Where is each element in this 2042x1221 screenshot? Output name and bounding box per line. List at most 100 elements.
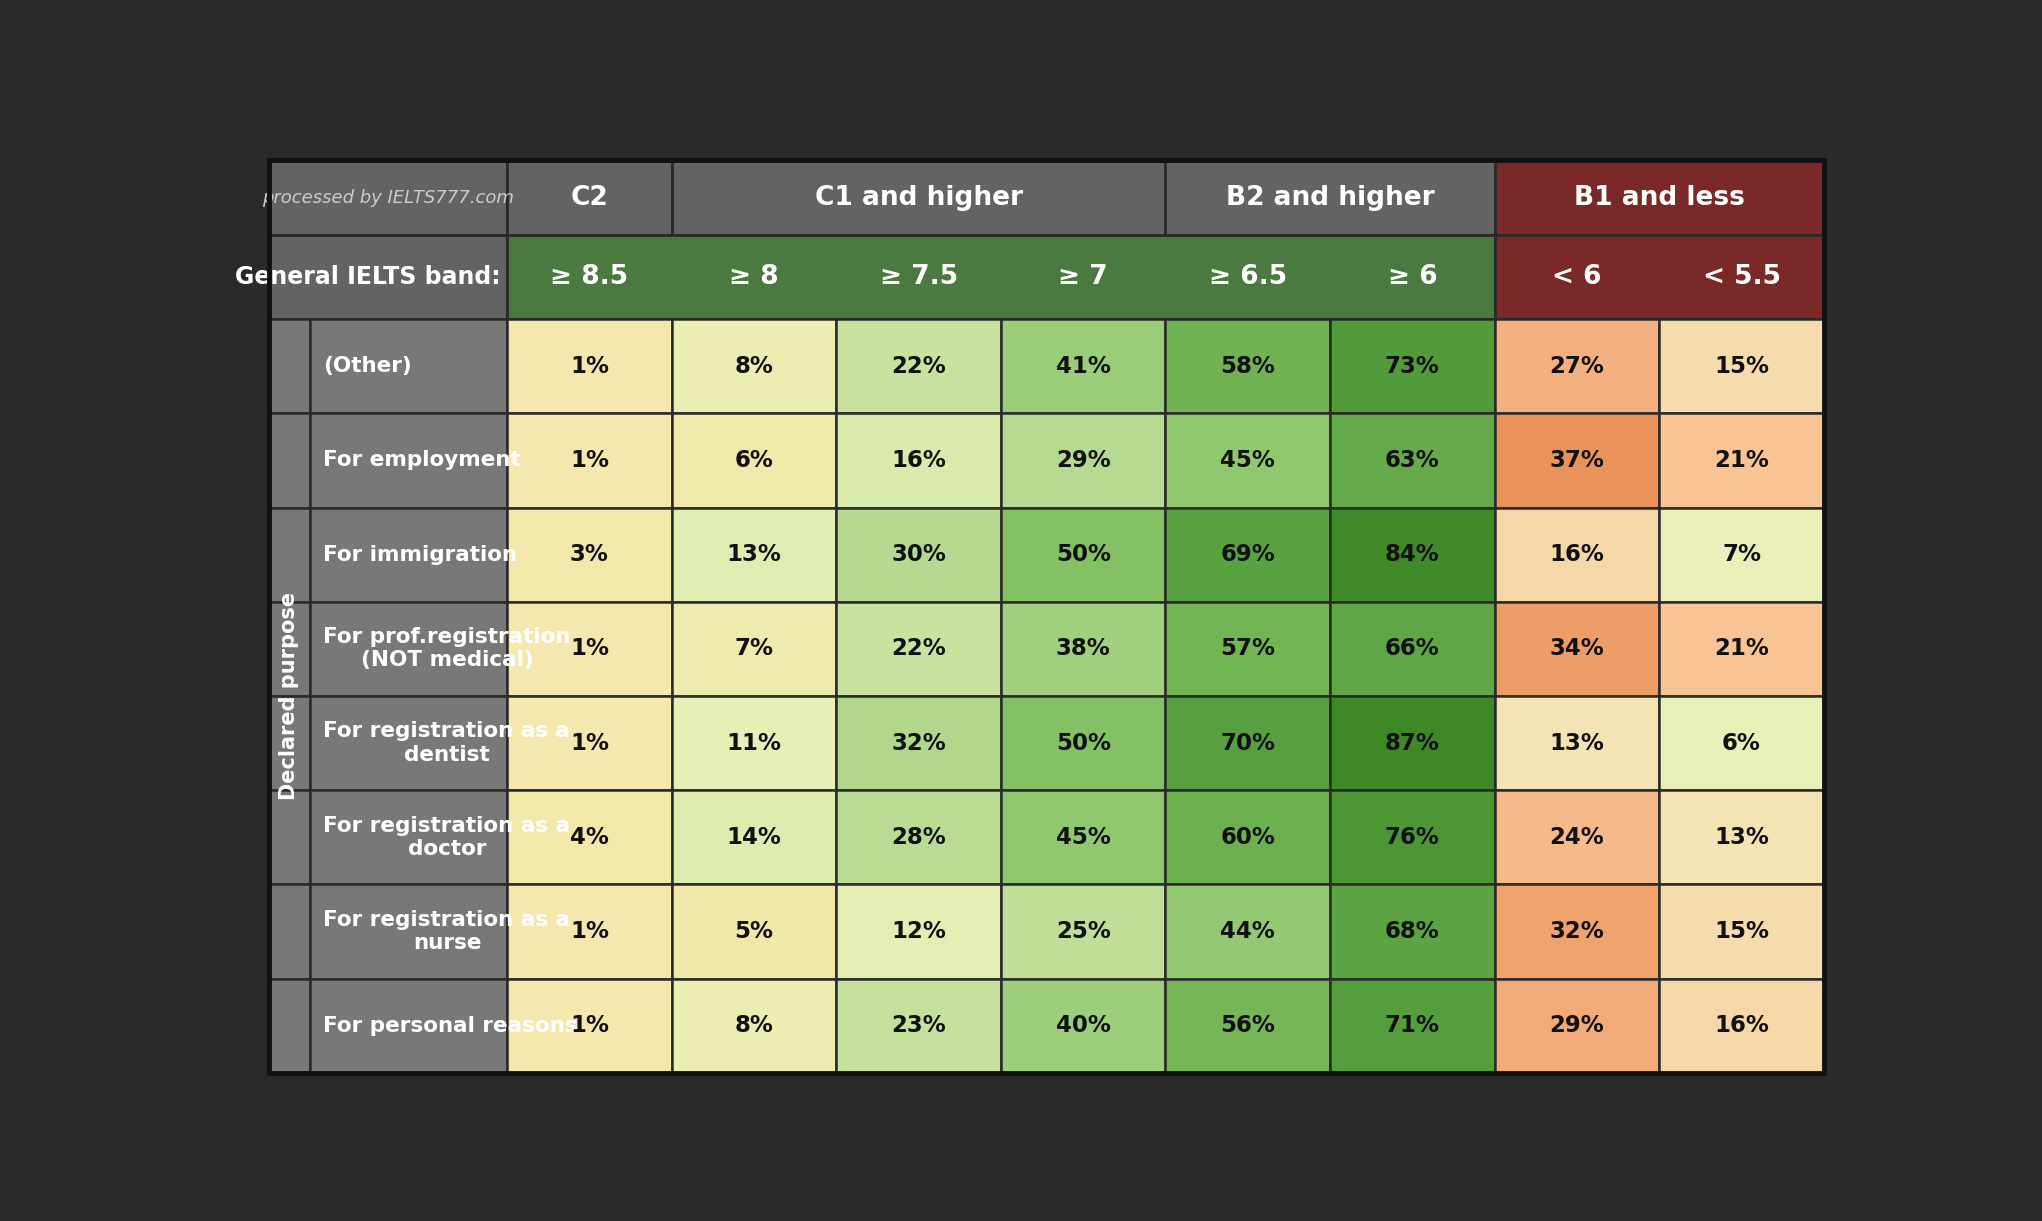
Bar (1001, 790, 1166, 884)
Text: 84%: 84% (1384, 543, 1440, 567)
Bar (310, 414, 506, 508)
Bar (270, 236, 506, 319)
Bar (1660, 790, 1824, 884)
Bar (837, 319, 1001, 414)
Text: 6%: 6% (1721, 731, 1760, 755)
Bar (837, 414, 1001, 508)
Bar (506, 884, 672, 978)
Bar (270, 160, 506, 236)
Text: 57%: 57% (1221, 637, 1276, 661)
Bar (270, 602, 310, 696)
Bar (837, 508, 1001, 602)
Text: 21%: 21% (1713, 637, 1768, 661)
Text: 1%: 1% (570, 637, 609, 661)
Bar (1001, 414, 1166, 508)
Text: < 6: < 6 (1552, 264, 1601, 291)
Text: 13%: 13% (727, 543, 782, 567)
Bar (506, 602, 672, 696)
Text: 38%: 38% (1056, 637, 1111, 661)
Text: General IELTS band:: General IELTS band: (235, 265, 500, 289)
Text: 56%: 56% (1221, 1015, 1274, 1037)
Text: 16%: 16% (1713, 1015, 1768, 1037)
Text: Declared purpose: Declared purpose (280, 592, 300, 800)
Bar (310, 319, 506, 414)
Bar (1329, 884, 1495, 978)
Text: 50%: 50% (1056, 731, 1111, 755)
Bar (837, 696, 1001, 790)
Bar (1660, 696, 1824, 790)
Bar (270, 884, 310, 978)
Text: 63%: 63% (1384, 449, 1440, 473)
Bar (1660, 602, 1824, 696)
Bar (1329, 602, 1495, 696)
Text: 44%: 44% (1221, 919, 1274, 943)
Bar (1001, 884, 1166, 978)
Text: 32%: 32% (890, 731, 945, 755)
Bar (310, 790, 506, 884)
Text: 58%: 58% (1221, 355, 1274, 377)
Bar (310, 884, 506, 978)
Bar (1166, 602, 1329, 696)
Bar (1660, 414, 1824, 508)
Text: 1%: 1% (570, 731, 609, 755)
Text: For registration as a
dentist: For registration as a dentist (323, 722, 570, 764)
Bar (672, 414, 837, 508)
Bar (837, 790, 1001, 884)
Bar (1001, 319, 1166, 414)
Text: 4%: 4% (570, 825, 609, 849)
Text: 87%: 87% (1384, 731, 1440, 755)
Text: 40%: 40% (1056, 1015, 1111, 1037)
Text: 27%: 27% (1550, 355, 1605, 377)
Text: For registration as a
doctor: For registration as a doctor (323, 816, 570, 858)
Bar (1329, 790, 1495, 884)
Bar (1166, 696, 1329, 790)
Text: 14%: 14% (727, 825, 782, 849)
Bar (506, 790, 672, 884)
Text: 34%: 34% (1550, 637, 1605, 661)
Text: < 5.5: < 5.5 (1703, 264, 1781, 291)
Bar (1495, 884, 1660, 978)
Text: 22%: 22% (890, 355, 945, 377)
Bar (310, 978, 506, 1073)
Text: B1 and less: B1 and less (1574, 184, 1744, 211)
Text: For personal reasons: For personal reasons (323, 1016, 578, 1035)
Bar (1329, 319, 1495, 414)
Text: ≥ 8.5: ≥ 8.5 (551, 264, 629, 291)
Bar (1166, 978, 1329, 1073)
Text: 21%: 21% (1713, 449, 1768, 473)
Text: 12%: 12% (890, 919, 945, 943)
Bar (837, 978, 1001, 1073)
Bar (270, 414, 310, 508)
Bar (506, 696, 672, 790)
Bar (1329, 696, 1495, 790)
Bar (1001, 978, 1166, 1073)
Bar (672, 696, 837, 790)
Bar (1329, 978, 1495, 1073)
Text: 13%: 13% (1713, 825, 1768, 849)
Text: 1%: 1% (570, 919, 609, 943)
Bar (506, 414, 672, 508)
Text: 29%: 29% (1550, 1015, 1605, 1037)
Bar (1166, 508, 1329, 602)
Bar (310, 696, 506, 790)
Bar (1495, 696, 1660, 790)
Text: ≥ 7: ≥ 7 (1058, 264, 1109, 291)
Bar (837, 884, 1001, 978)
Bar (506, 319, 672, 414)
Text: For registration as a
nurse: For registration as a nurse (323, 910, 570, 954)
Bar (1660, 978, 1824, 1073)
Bar (310, 508, 506, 602)
Bar (1166, 414, 1329, 508)
Text: 6%: 6% (735, 449, 774, 473)
Text: ≥ 7.5: ≥ 7.5 (880, 264, 958, 291)
Bar (1495, 319, 1660, 414)
Text: 30%: 30% (890, 543, 945, 567)
Text: B2 and higher: B2 and higher (1225, 184, 1433, 211)
Bar (672, 884, 837, 978)
Bar (1001, 696, 1166, 790)
Bar (1660, 884, 1824, 978)
Text: For prof.registration
(NOT medical): For prof.registration (NOT medical) (323, 628, 572, 670)
Text: 13%: 13% (1550, 731, 1605, 755)
Text: processed by IELTS777.com: processed by IELTS777.com (261, 189, 515, 206)
Bar (270, 696, 310, 790)
